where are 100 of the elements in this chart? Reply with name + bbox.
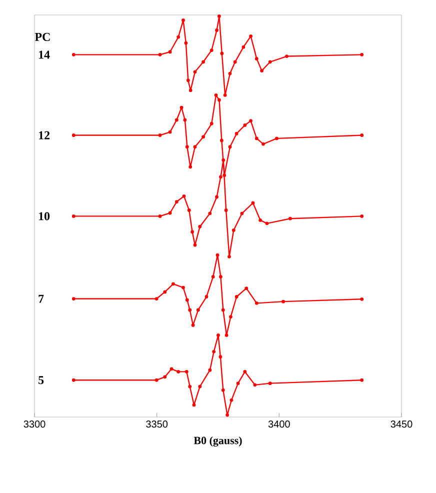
point [243,370,247,374]
point [168,130,172,134]
point [226,413,229,417]
point [288,216,292,220]
point [202,60,206,64]
point [158,52,162,56]
point [249,119,252,123]
point [220,138,224,142]
point [228,145,232,149]
point [360,214,364,218]
point [210,122,214,126]
point [360,134,364,137]
point [242,45,246,49]
point [190,230,194,234]
point [218,14,221,18]
point [192,403,196,407]
point [188,165,192,169]
point [228,72,232,76]
point [198,384,202,388]
point [221,388,225,392]
point [176,35,180,39]
point [191,324,195,327]
point [234,132,238,136]
point [212,350,216,354]
point [158,134,162,137]
point [260,69,264,72]
point [172,282,175,286]
point [182,18,185,22]
point [220,52,224,56]
point [72,297,76,300]
point [193,243,197,247]
point [224,334,228,337]
point [176,370,180,374]
point [218,355,222,359]
point [268,60,272,64]
point [249,34,252,38]
point [170,367,174,371]
point [265,222,269,226]
legend-title: PC [34,32,50,41]
series-label: 14 [38,50,50,59]
point [223,93,227,97]
point [222,158,226,162]
point [216,334,220,337]
point [198,224,202,228]
point [184,41,188,45]
point [215,28,218,32]
point [251,201,255,205]
point [182,286,185,290]
point [196,308,200,312]
point [208,212,212,216]
point [360,52,364,56]
point [285,54,288,58]
text: 7 [38,294,44,303]
point [208,368,212,372]
point [193,70,197,74]
series-label: 10 [38,212,50,220]
point [163,290,167,294]
point [154,297,158,300]
point [182,194,186,198]
point [268,382,272,386]
x-tick-label: 3400 [268,420,290,428]
point [228,254,231,258]
text: 5 [38,376,44,384]
x-tick-label: 3450 [390,420,412,428]
x-tick-label: 3300 [24,420,46,428]
point [230,398,234,402]
point [222,174,226,178]
point [154,378,158,382]
point [72,214,76,218]
point [72,378,76,382]
point [236,382,240,386]
point [360,297,364,301]
point [72,134,76,137]
point [232,228,236,232]
point [233,60,237,64]
point [243,124,247,127]
point [168,50,172,54]
point [218,275,222,278]
point [214,93,218,97]
point [202,135,206,139]
point [275,136,278,140]
point [188,88,192,92]
point [72,52,76,56]
point [188,384,192,388]
point [229,315,232,318]
point [253,383,257,387]
point [254,56,258,60]
point [218,175,222,179]
point [188,308,192,312]
series-label: 12 [38,131,50,140]
point [174,118,178,122]
point [218,98,221,102]
point [244,286,248,290]
point [185,298,189,302]
point [221,308,225,312]
point [360,378,364,382]
point [254,301,258,305]
point [224,208,228,212]
point [254,136,258,140]
point [216,253,220,257]
